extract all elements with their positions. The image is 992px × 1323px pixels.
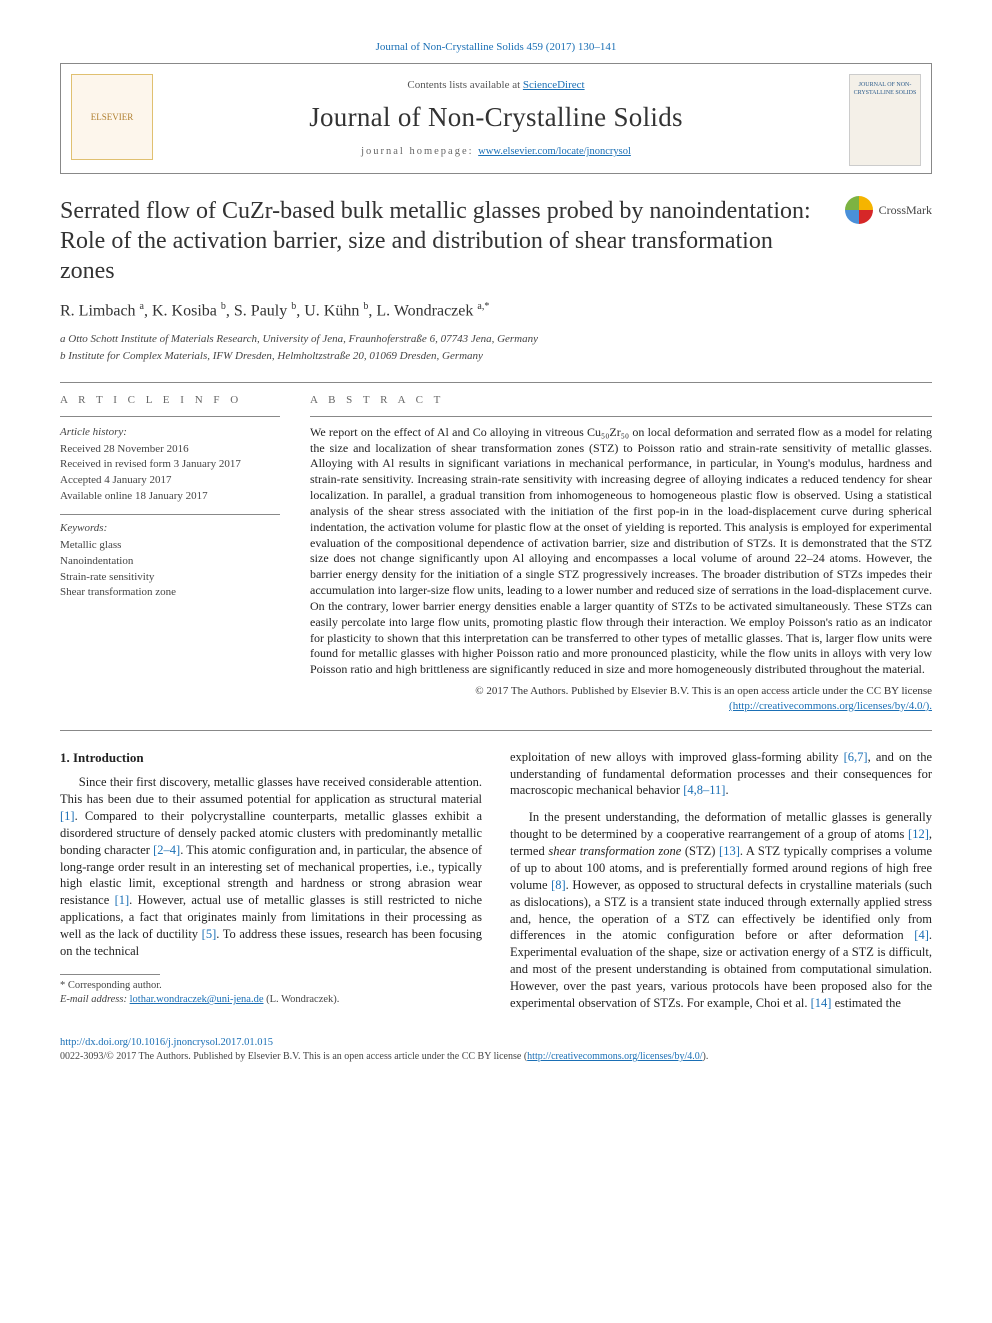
reference-link[interactable]: [1] [60, 809, 75, 823]
reference-link[interactable]: [8] [551, 878, 566, 892]
section-heading: 1. Introduction [60, 749, 482, 767]
copyright-text: © 2017 The Authors. Published by Elsevie… [475, 685, 932, 697]
reference-link[interactable]: [13] [719, 844, 740, 858]
keywords-list: Metallic glass Nanoindentation Strain-ra… [60, 538, 280, 600]
corresponding-author-note: * Corresponding author. E-mail address: … [60, 979, 482, 1007]
keywords-label: Keywords: [60, 521, 280, 536]
top-citation: Journal of Non-Crystalline Solids 459 (2… [60, 40, 932, 55]
contents-prefix: Contents lists available at [407, 79, 522, 91]
abstract-text: We report on the effect of Al and Co all… [310, 425, 932, 678]
journal-header: ELSEVIER JOURNAL OF NON-CRYSTALLINE SOLI… [60, 63, 932, 174]
article-info-head: A R T I C L E I N F O [60, 393, 280, 408]
history-item: Received in revised form 3 January 2017 [60, 457, 280, 472]
article-title: Serrated flow of CuZr-based bulk metalli… [60, 196, 820, 286]
article-info-sidebar: A R T I C L E I N F O Article history: R… [60, 393, 280, 714]
issn-suffix: ). [703, 1051, 709, 1062]
keyword-item: Metallic glass [60, 538, 280, 553]
abstract-column: A B S T R A C T We report on the effect … [310, 393, 932, 714]
body-paragraph: In the present understanding, the deform… [510, 809, 932, 1012]
journal-name: Journal of Non-Crystalline Solids [171, 99, 821, 135]
abstract-rule [310, 416, 932, 417]
keyword-item: Nanoindentation [60, 554, 280, 569]
homepage-prefix: journal homepage: [361, 146, 478, 157]
abstract-head: A B S T R A C T [310, 393, 932, 408]
reference-link[interactable]: [4] [914, 928, 929, 942]
crossmark-icon [845, 196, 873, 224]
body-paragraph: exploitation of new alloys with improved… [510, 749, 932, 800]
corr-email-link[interactable]: lothar.wondraczek@uni-jena.de [130, 994, 264, 1005]
body-columns: 1. Introduction Since their first discov… [60, 749, 932, 1022]
footer-license-line: 0022-3093/© 2017 The Authors. Published … [60, 1050, 932, 1064]
corr-label: * Corresponding author. [60, 979, 482, 993]
history-item: Received 28 November 2016 [60, 442, 280, 457]
body-paragraph: Since their first discovery, metallic gl… [60, 774, 482, 960]
copyright-line: © 2017 The Authors. Published by Elsevie… [310, 684, 932, 714]
footer-license-link[interactable]: http://creativecommons.org/licenses/by/4… [527, 1051, 702, 1062]
keyword-item: Strain-rate sensitivity [60, 570, 280, 585]
crossmark-label: CrossMark [879, 202, 932, 218]
reference-link[interactable]: [2–4] [153, 843, 180, 857]
homepage-line: journal homepage: www.elsevier.com/locat… [171, 145, 821, 159]
reference-link[interactable]: [4,8–11] [683, 783, 725, 797]
info-rule [60, 514, 280, 515]
keyword-item: Shear transformation zone [60, 585, 280, 600]
body-column-right: exploitation of new alloys with improved… [510, 749, 932, 1022]
contents-line: Contents lists available at ScienceDirec… [171, 78, 821, 93]
elsevier-logo: ELSEVIER [71, 74, 153, 160]
reference-link[interactable]: [14] [811, 996, 832, 1010]
author-list: R. Limbach a, K. Kosiba b, S. Pauly b, U… [60, 300, 932, 322]
reference-link[interactable]: [5] [202, 927, 217, 941]
doi-link[interactable]: http://dx.doi.org/10.1016/j.jnoncrysol.2… [60, 1036, 932, 1050]
crossmark-badge[interactable]: CrossMark [845, 196, 932, 224]
reference-link[interactable]: [12] [908, 827, 929, 841]
info-rule [60, 416, 280, 417]
separator-rule [60, 382, 932, 383]
affiliations: a Otto Schott Institute of Materials Res… [60, 332, 932, 364]
title-block: CrossMark Serrated flow of CuZr-based bu… [60, 196, 932, 286]
history-list: Received 28 November 2016 Received in re… [60, 442, 280, 504]
separator-rule [60, 730, 932, 731]
email-label: E-mail address: [60, 994, 130, 1005]
history-label: Article history: [60, 425, 280, 440]
footnote-rule [60, 974, 160, 975]
issn-text: 0022-3093/© 2017 The Authors. Published … [60, 1051, 527, 1062]
history-item: Available online 18 January 2017 [60, 489, 280, 504]
affiliation-a: a Otto Schott Institute of Materials Res… [60, 332, 932, 347]
sciencedirect-link[interactable]: ScienceDirect [523, 79, 585, 91]
reference-link[interactable]: [6,7] [844, 750, 868, 764]
license-link[interactable]: (http://creativecommons.org/licenses/by/… [729, 700, 932, 712]
body-column-left: 1. Introduction Since their first discov… [60, 749, 482, 1022]
homepage-link[interactable]: www.elsevier.com/locate/jnoncrysol [478, 146, 631, 157]
affiliation-b: b Institute for Complex Materials, IFW D… [60, 349, 932, 364]
email-suffix: (L. Wondraczek). [263, 994, 339, 1005]
journal-cover-thumbnail: JOURNAL OF NON-CRYSTALLINE SOLIDS [849, 74, 921, 166]
history-item: Accepted 4 January 2017 [60, 473, 280, 488]
reference-link[interactable]: [1] [115, 893, 130, 907]
